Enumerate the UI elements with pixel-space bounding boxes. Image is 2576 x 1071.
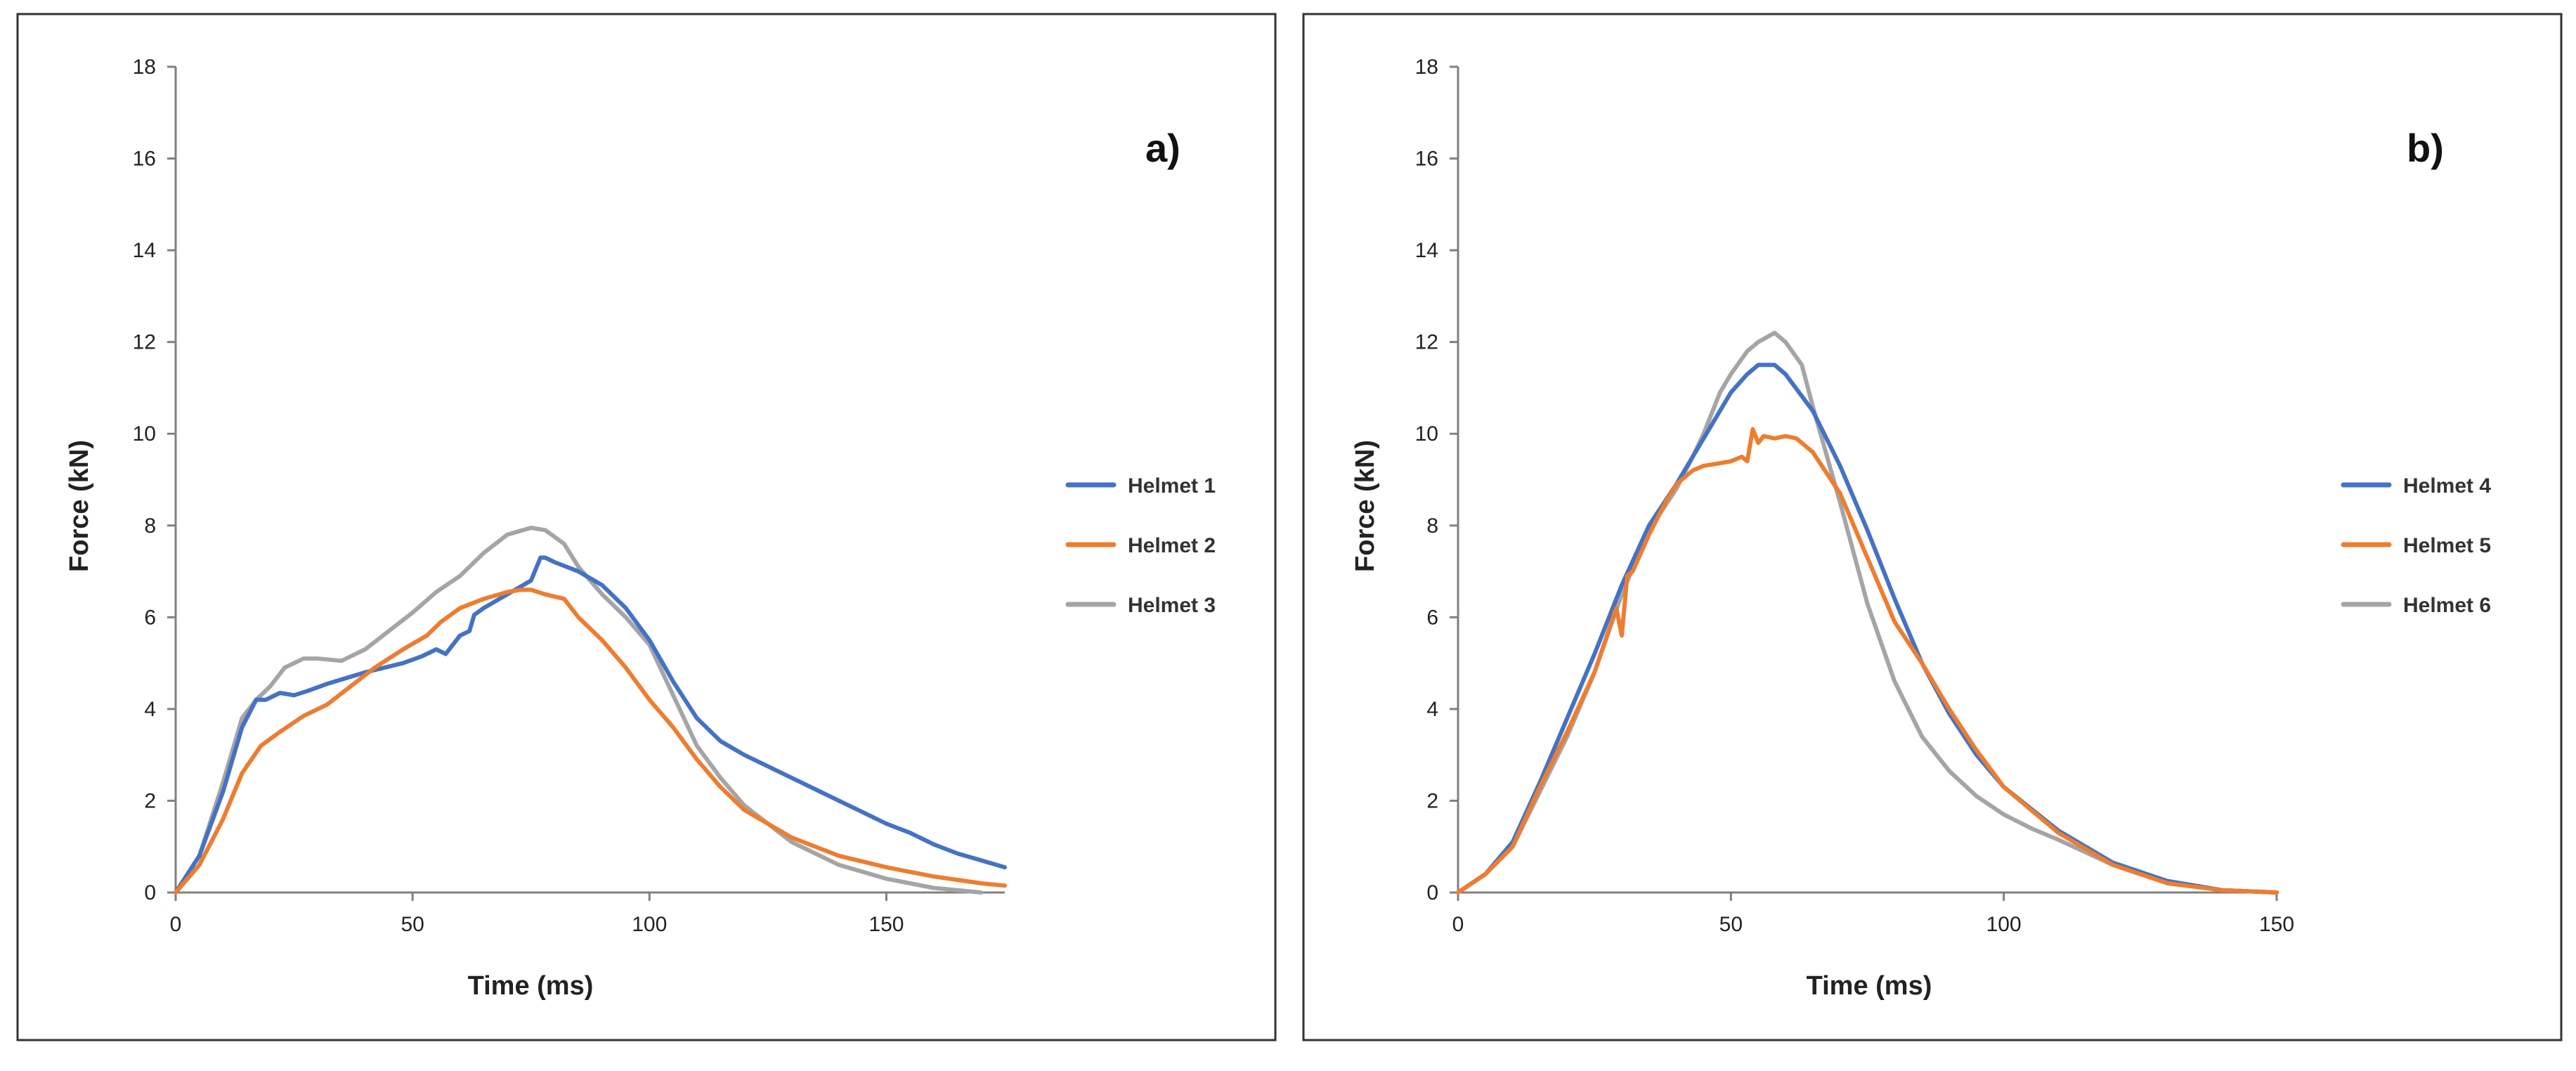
panel-a-y-tick-label: 6 <box>144 606 156 629</box>
panel-b-y-tick-label: 10 <box>1415 422 1438 446</box>
panel-b-y-axis-label: Force (kN) <box>1351 440 1380 572</box>
panel-a-y-tick-label: 0 <box>144 881 156 904</box>
panel-a-y-tick-label: 18 <box>133 56 156 79</box>
panel-b-legend-label: Helmet 4 <box>2403 474 2491 498</box>
panel-b-x-tick-label: 150 <box>2259 913 2294 936</box>
panel-a-label: a) <box>1145 126 1180 170</box>
panel-b-y-tick-label: 6 <box>1426 606 1438 629</box>
panel-a-y-tick-label: 14 <box>133 239 156 262</box>
panel-a-x-tick-label: 100 <box>632 913 667 936</box>
panel-b-frame <box>1302 13 2563 1041</box>
panel-b-y-tick-label: 0 <box>1426 881 1438 904</box>
panel-b-legend-label: Helmet 6 <box>2403 594 2491 617</box>
panel-a-legend-label: Helmet 1 <box>1128 474 1216 498</box>
panel-b-legend-label: Helmet 5 <box>2403 534 2491 557</box>
chart-panel-b: 0 2 4 6 8 10 12 14 16 18 0 50 100 150 b) Time (ms) Fo… <box>1302 13 2563 1041</box>
panel-a-y-tick-label: 10 <box>133 422 156 446</box>
panel-b-x-axis-label: Time (ms) <box>1807 971 1932 1001</box>
panel-a-y-tick-label: 16 <box>133 148 156 171</box>
chart-panel-a: 0 2 4 6 8 10 12 14 16 18 0 50 100 150 a) Time (ms) Fo… <box>16 13 1277 1041</box>
panel-b-y-tick-label: 2 <box>1426 789 1438 812</box>
panel-b-y-tick-label: 14 <box>1415 239 1438 262</box>
panel-a-x-tick-label: 150 <box>869 913 904 936</box>
panel-a-x-axis-label: Time (ms) <box>468 971 594 1001</box>
panel-b-label: b) <box>2407 126 2444 170</box>
panel-a-legend-label: Helmet 3 <box>1128 594 1216 617</box>
panel-b-x-tick-label: 0 <box>1452 913 1464 936</box>
panel-a-legend-label: Helmet 2 <box>1128 534 1216 557</box>
panel-a-y-tick-label: 8 <box>144 514 156 538</box>
panel-a-series-helmet-1 <box>174 555 1007 895</box>
panel-a-frame <box>16 13 1277 1041</box>
panel-a-series-helmet-2 <box>174 588 1007 895</box>
panel-a-x-tick-label: 50 <box>401 913 424 936</box>
panel-b-y-tick-label: 4 <box>1426 698 1438 721</box>
panel-b-y-tick-label: 16 <box>1415 148 1438 171</box>
panel-b-y-tick-label: 12 <box>1415 331 1438 354</box>
panel-b-series-helmet-5 <box>1456 427 2279 895</box>
panel-a-y-tick-label: 2 <box>144 789 156 812</box>
panel-b-y-tick-label: 8 <box>1426 514 1438 538</box>
panel-b-x-tick-label: 100 <box>1986 913 2022 936</box>
panel-a-y-tick-label: 4 <box>144 698 156 721</box>
panel-a-y-tick-label: 12 <box>133 331 156 354</box>
panel-a-y-axis-label: Force (kN) <box>65 440 94 572</box>
panel-b-x-tick-label: 50 <box>1719 913 1743 936</box>
panel-b-y-tick-label: 18 <box>1415 56 1438 79</box>
panel-a-x-tick-label: 0 <box>170 913 182 936</box>
